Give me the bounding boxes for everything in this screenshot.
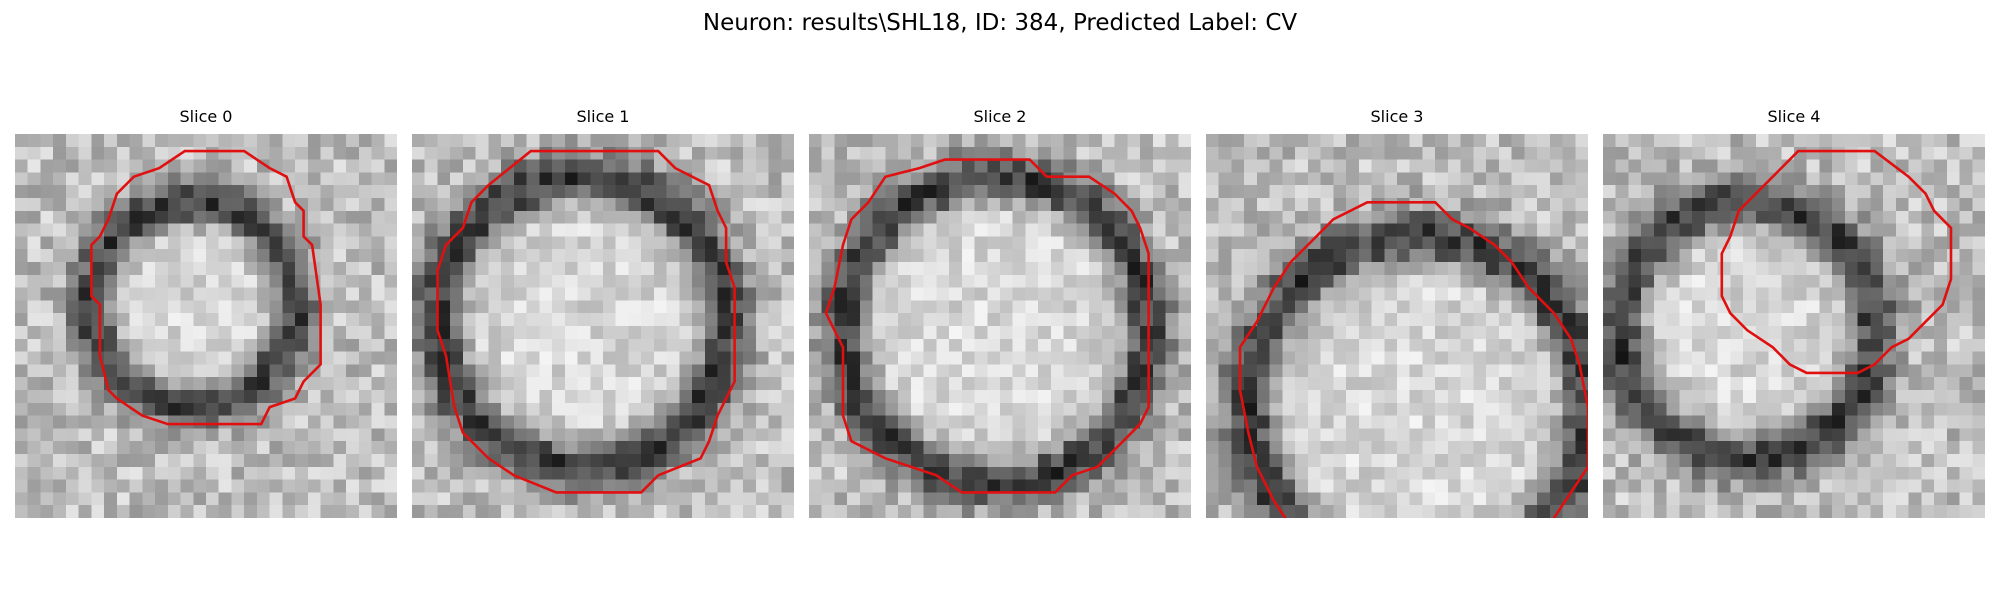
slice-title-1: Slice 1 [576,107,630,126]
segmentation-contour [436,149,736,494]
slice-panel-4: Slice 4 [1603,106,1985,520]
slice-title-0: Slice 0 [179,107,233,126]
slice-image-2 [809,134,1191,518]
slice-panel-1: Slice 1 [412,106,794,520]
slice-panel-2: Slice 2 [809,106,1191,520]
slice-pixels [412,134,794,518]
slice-panel-3: Slice 3 [1206,106,1588,520]
slice-title-4: Slice 4 [1767,107,1821,126]
slice-image-4 [1603,134,1985,518]
slice-pixels [15,134,397,518]
segmentation-contour [90,149,322,426]
slice-image-0 [15,134,397,518]
segmentation-contour [1238,201,1588,518]
slice-pixels [1603,134,1985,518]
slice-title-3: Slice 3 [1370,107,1424,126]
slice-pixels [1206,134,1588,518]
slice-image-3 [1206,134,1588,518]
figure-title: Neuron: results\SHL18, ID: 384, Predicte… [702,10,1298,36]
segmentation-contour [824,158,1150,494]
segmentation-contour [1720,149,1953,375]
slice-pixels [809,134,1191,518]
slice-title-2: Slice 2 [973,107,1027,126]
slice-image-1 [412,134,794,518]
slice-panel-0: Slice 0 [15,106,397,520]
